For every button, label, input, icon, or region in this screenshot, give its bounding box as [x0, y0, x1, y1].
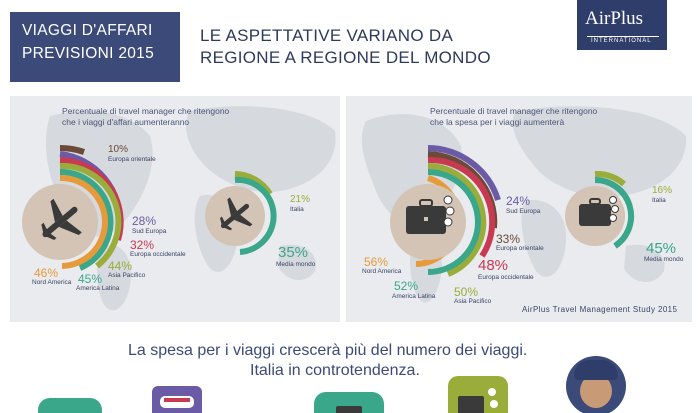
header-subtitle-line1: LE ASPETTATIVE VARIANO DA [200, 26, 454, 45]
left-pct-asia-pacifico: 44% [108, 259, 133, 273]
bottom-icon-money [448, 376, 508, 413]
right-lbl-media-mondo: Media mondo [644, 256, 684, 263]
right-lbl-america-latina: America Latina [392, 293, 436, 300]
right-pct-nord-america: 56% [364, 255, 389, 269]
right-pct-media-mondo: 45% [646, 240, 677, 257]
plane-small-icon [220, 197, 253, 231]
person-avatar [566, 356, 626, 413]
left-pct-sud-europa: 28% [132, 214, 157, 228]
ring-left-eu-orientale [59, 145, 85, 155]
briefcase-icon [406, 195, 455, 234]
left-pct-nord-america: 46% [34, 266, 59, 280]
left-lbl-eu-occidentale: Europa occidentale [130, 251, 186, 258]
right-caption-line2: che la spesa per i viaggi aumenterà [430, 117, 565, 127]
bottom-line1: La spesa per i viaggi crescerà più del n… [128, 342, 528, 359]
header-title-box [10, 12, 180, 82]
left-pct-eu-occidentale: 32% [130, 238, 155, 252]
left-lbl-eu-orientale: Europa orientale [108, 156, 156, 163]
left-pct-italia: 21% [290, 194, 311, 205]
right-lbl-eu-occidentale: Europa occidentale [478, 274, 534, 281]
left-lbl-nord-america: Nord America [32, 279, 72, 286]
bottom-line2: Italia in controtendenza. [250, 362, 420, 379]
case-icon [336, 406, 362, 413]
right-lbl-asia-pacifico: Asia Pacifico [454, 298, 492, 305]
right-world-map [361, 106, 687, 303]
left-lbl-media-mondo: Media mondo [276, 261, 316, 268]
right-lbl-italia: Italia [652, 197, 666, 204]
ring-right-america-latina [427, 169, 481, 275]
ring-right-asia-pacifico [427, 163, 487, 277]
left-rings [22, 145, 277, 271]
right-pct-sud-europa: 24% [506, 194, 531, 208]
left-pct-america-latina: 45% [78, 272, 103, 286]
left-pct-eu-orientale: 10% [108, 144, 129, 155]
right-pct-eu-orientale: 33% [496, 232, 521, 246]
train-icon-tile [152, 386, 202, 413]
ring-left-italia [234, 171, 273, 196]
ring-right-italia [594, 170, 626, 187]
ring-right-media-mondo [594, 176, 635, 249]
ring-left-asia-pacifico [59, 162, 122, 269]
coin-icon [490, 400, 498, 408]
right-rings [390, 145, 635, 277]
airplus-logo: AirPlus INTERNATIONAL [577, 0, 667, 50]
header-title-line1: VIAGGI D'AFFARI [22, 22, 153, 39]
right-pct-eu-occidentale: 48% [478, 257, 509, 274]
money-case-icon [458, 396, 484, 413]
ring-right-sud-europa [427, 145, 501, 201]
study-footer: AirPlus Travel Management Study 2015 [522, 305, 678, 314]
right-lbl-sud-europa: Sud Europa [506, 208, 541, 215]
left-lbl-asia-pacifico: Asia Pacifico [108, 272, 146, 279]
logo-sub: INTERNATIONAL [591, 38, 652, 44]
header-subtitle-line2: REGIONE A REGIONE DEL MONDO [200, 48, 491, 67]
plane-icon [41, 198, 82, 240]
bottom-icon-case [314, 392, 384, 413]
left-pct-media-mondo: 35% [278, 244, 309, 261]
left-caption-line1: Percentuale di travel manager che riteng… [62, 106, 230, 116]
ring-left-nord-america [59, 174, 108, 269]
left-lbl-america-latina: America Latina [76, 285, 120, 292]
right-pct-america-latina: 52% [394, 279, 419, 293]
right-pct-asia-pacifico: 50% [454, 285, 479, 299]
right-lbl-eu-orientale: Europa orientale [496, 245, 544, 252]
right-caption-line1: Percentuale di travel manager che riteng… [430, 106, 598, 116]
briefcase-small-icon [579, 196, 619, 226]
train-icon [160, 396, 194, 408]
logo-name: AirPlus [585, 8, 644, 29]
header-title-line2: PREVISIONI 2015 [22, 45, 155, 62]
left-lbl-italia: Italia [290, 206, 304, 213]
left-caption-line2: che i viaggi d'affari aumenteranno [62, 117, 190, 127]
person-hair [574, 360, 618, 380]
right-lbl-nord-america: Nord America [362, 268, 402, 275]
left-lbl-sud-europa: Sud Europa [132, 228, 167, 235]
ring-left-america-latina [59, 168, 114, 271]
bottom-icon-green [38, 398, 102, 413]
right-pct-italia: 16% [652, 185, 673, 196]
coin-icon [488, 388, 496, 396]
ring-right-eu-occidentale [427, 156, 496, 258]
ring-left-media-mondo [234, 176, 277, 255]
